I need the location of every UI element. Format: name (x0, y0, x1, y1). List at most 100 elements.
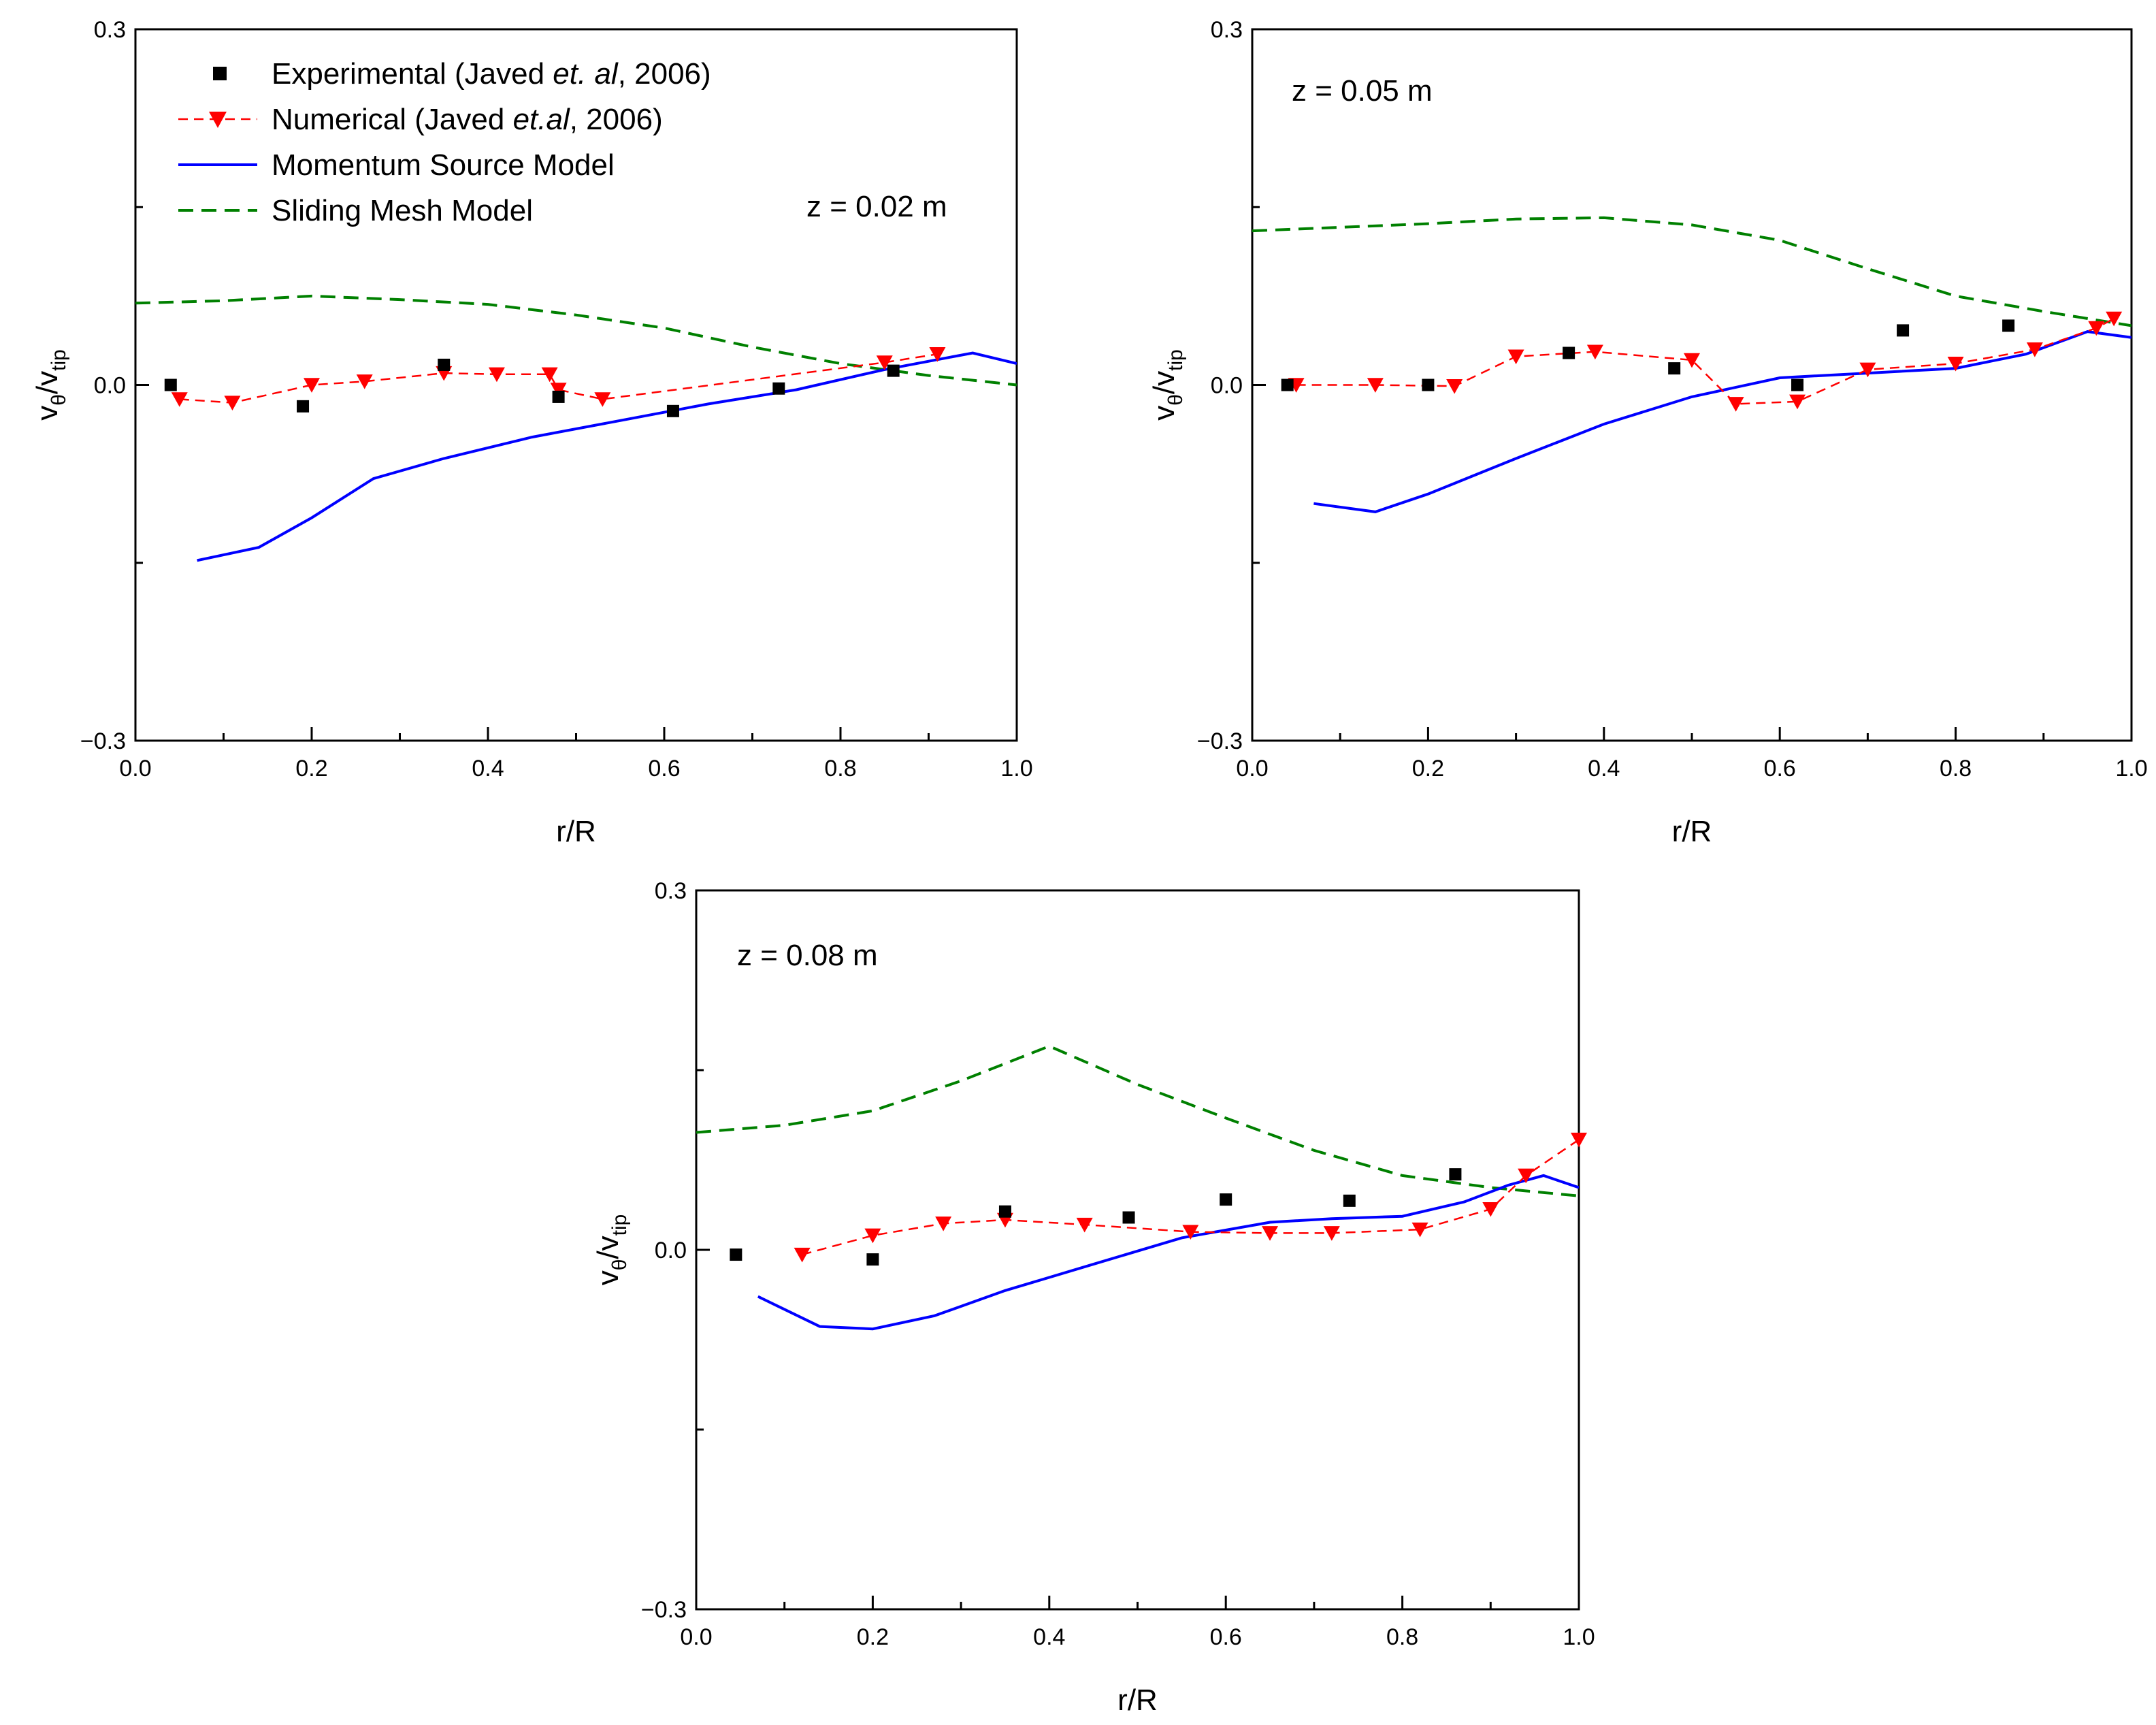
numerical-point (1586, 344, 1603, 360)
panel-annotation: z = 0.02 m (806, 190, 947, 223)
plot-frame (1251, 28, 2133, 742)
y-tick-label: −0.3 (80, 728, 126, 754)
numerical-point (1684, 353, 1700, 368)
legend-label-msm: Momentum Source Model (272, 148, 615, 182)
legend-symbol-exp (213, 67, 227, 80)
legend-symbol-num (178, 112, 257, 128)
x-tick-label: 0.4 (1033, 1624, 1065, 1650)
numerical-point (1789, 394, 1806, 410)
numerical-point (1571, 1132, 1587, 1148)
series-line-momentum-source (757, 1174, 1579, 1331)
experimental-point (1563, 346, 1575, 359)
numerical-point (1323, 1226, 1340, 1241)
x-tick-label: 0.0 (119, 756, 151, 781)
numerical-point (550, 383, 567, 398)
x-axis-title: r/R (1672, 815, 1712, 848)
y-axis-title: vθ/vtip (1147, 349, 1187, 421)
numerical-point (2088, 321, 2105, 336)
chart-panel-2: 0.0 0.2 0.4 0.6 0.8 1.0−0.30.00.3r/Rvθ/vtipz … (1147, 17, 2148, 848)
x-tick-label: 0.0 (680, 1624, 712, 1650)
legend-label-exp: Experimental (Javed et. al, 2006) (272, 57, 711, 91)
experimental-point (730, 1248, 742, 1261)
numerical-point (929, 347, 946, 362)
x-tick-label: 0.6 (1764, 756, 1796, 781)
numerical-point (1518, 1168, 1535, 1184)
y-tick-label: 0.0 (655, 1238, 687, 1263)
numerical-point (1859, 362, 1876, 378)
series-line-momentum-source (1313, 330, 2132, 513)
numerical-point (1446, 379, 1463, 394)
numerical-point (1727, 397, 1744, 412)
x-tick-label: 0.2 (857, 1624, 889, 1650)
numerical-point (1507, 349, 1524, 365)
experimental-point (1422, 378, 1435, 391)
experimental-point (1122, 1211, 1135, 1224)
y-tick-label: 0.3 (655, 878, 687, 904)
experimental-point (438, 358, 451, 371)
x-tick-label: 1.0 (1000, 756, 1032, 781)
series-line-sliding-mesh (696, 1044, 1579, 1197)
chart-panel-3: 0.0 0.2 0.4 0.6 0.8 1.0−0.30.00.3r/Rvθ/vtipz … (591, 878, 1595, 1717)
numerical-point (1411, 1222, 1428, 1238)
x-tick-label: 0.8 (1940, 756, 1972, 781)
panel-annotation: z = 0.08 m (737, 939, 878, 972)
experimental-point (1791, 378, 1804, 391)
numerical-point (1076, 1217, 1093, 1233)
y-tick-label: 0.0 (94, 373, 126, 399)
numerical-point (876, 355, 893, 370)
numerical-point (2106, 311, 2123, 327)
experimental-point (2002, 319, 2015, 332)
numerical-point (1182, 1225, 1199, 1240)
experimental-point (772, 382, 785, 395)
experimental-point (998, 1205, 1011, 1218)
experimental-point (1281, 378, 1294, 391)
experimental-point (1668, 362, 1681, 375)
numerical-point (356, 374, 373, 389)
numerical-point (304, 378, 320, 393)
numerical-point (2026, 342, 2043, 357)
experimental-point (1449, 1168, 1462, 1181)
numerical-point (1947, 356, 1964, 372)
x-tick-label: 0.8 (1386, 1624, 1418, 1650)
numerical-point (864, 1228, 881, 1244)
y-axis-title: vθ/vtip (591, 1214, 631, 1286)
legend-label-num: Numerical (Javed et.al, 2006) (272, 103, 663, 136)
legend: Experimental (Javed et. al, 2006) Numeric… (178, 57, 711, 227)
numerical-point (1482, 1202, 1499, 1217)
experimental-point (552, 390, 565, 403)
numerical-point (1262, 1226, 1279, 1241)
x-tick-label: 0.4 (472, 756, 504, 781)
series-line-sliding-mesh (135, 294, 1017, 387)
numerical-point (594, 392, 611, 407)
numerical-point (541, 367, 558, 383)
experimental-point (1343, 1194, 1356, 1207)
x-tick-label: 1.0 (1563, 1624, 1595, 1650)
x-tick-label: 0.4 (1588, 756, 1620, 781)
y-tick-label: −0.3 (641, 1597, 687, 1623)
experimental-point (297, 400, 310, 413)
x-tick-label: 0.6 (1210, 1624, 1242, 1650)
series-line-sliding-mesh (1252, 216, 2132, 327)
y-tick-label: 0.3 (1211, 17, 1243, 43)
x-tick-label: 0.8 (824, 756, 856, 781)
y-tick-label: 0.3 (94, 17, 126, 43)
series-line-numerical (802, 1139, 1579, 1256)
experimental-point (1220, 1193, 1232, 1206)
experimental-point (164, 378, 177, 391)
numerical-point (224, 396, 241, 411)
panel-annotation: z = 0.05 m (1292, 74, 1433, 108)
x-tick-label: 0.2 (295, 756, 327, 781)
x-tick-label: 0.0 (1236, 756, 1268, 781)
x-tick-label: 1.0 (2115, 756, 2147, 781)
experimental-point (1897, 324, 1910, 337)
x-tick-label: 0.2 (1412, 756, 1444, 781)
x-axis-title: r/R (556, 815, 596, 848)
chart-panel-1: 0.0 0.2 0.4 0.6 0.8 1.0−0.30.00.3r/Rvθ/vtipz … (31, 17, 1033, 848)
experimental-point (866, 1253, 879, 1266)
x-tick-label: 0.6 (648, 756, 680, 781)
experimental-point (887, 364, 900, 377)
numerical-point (171, 392, 188, 407)
legend-label-smm: Sliding Mesh Model (272, 194, 533, 227)
y-tick-label: 0.0 (1211, 373, 1243, 399)
